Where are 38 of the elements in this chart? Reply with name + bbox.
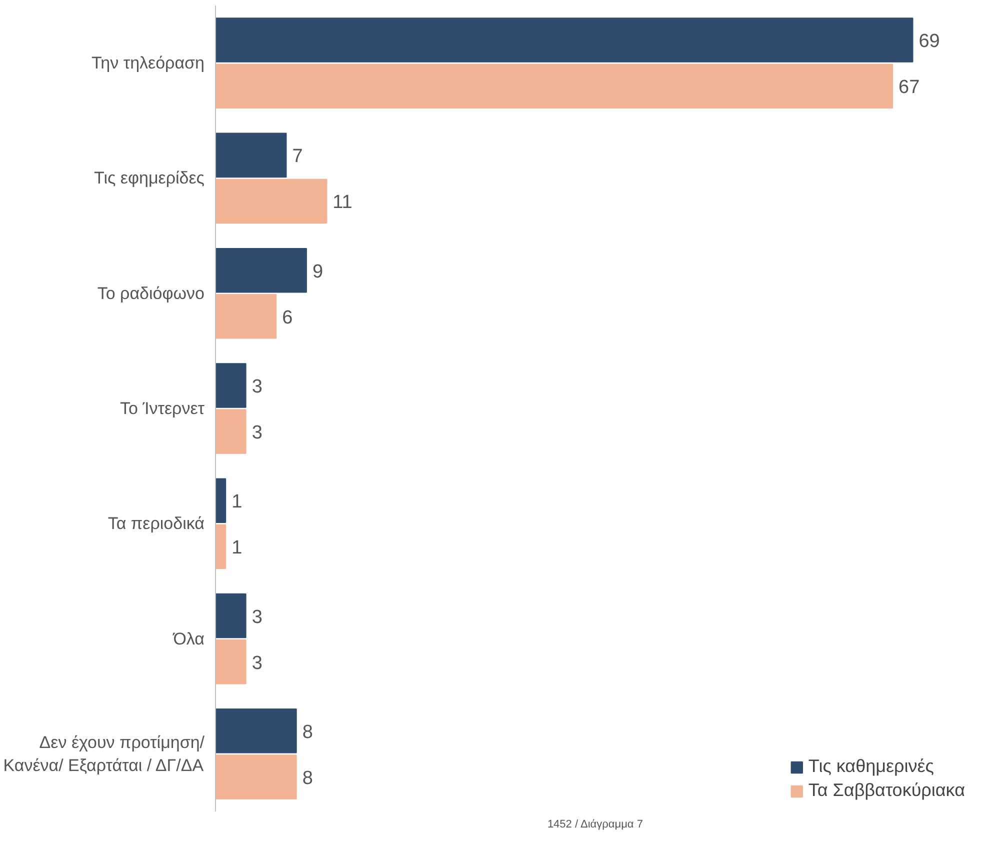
data-label: 3 [252,422,262,444]
data-label: 8 [302,722,313,743]
text: 1452 / Διάγραμμα 7 [547,818,643,830]
data-label: 6 [282,307,293,328]
data-label: 8 [302,768,313,789]
data-label: 11 [332,192,352,214]
y-tick-label: Τα περιοδικά [108,514,205,534]
bar [216,639,246,684]
data-label: 9 [312,261,324,282]
bar [216,708,297,754]
y-tick-label: Όλα [172,629,205,648]
data-label: 3 [252,606,262,628]
data-label: 1 [232,538,242,559]
data-label: 3 [252,652,262,674]
bar [216,294,277,339]
data-label: 69 [918,31,940,52]
bar [216,593,246,638]
legend-label: Τις καθημερινές [808,756,934,777]
bar [216,248,307,293]
bar [216,64,894,108]
y-tick-label: Τις εφημερίδες [94,168,205,188]
data-label: 7 [292,146,303,168]
data-label: 1 [232,492,242,513]
bar [216,754,297,800]
legend-label: Τα Σαββατοκύριακα [808,780,965,801]
data-label: 67 [898,77,920,98]
y-tick-label: Δεν έχουν προτίμηση/ Κανένα/ Εξαρτάται / ΔΓ/ΔΑ [3,733,205,775]
bar [216,478,226,523]
y-tick-label: Το Ίντερνετ [120,399,205,418]
y-tick-label: Την τηλεόραση [92,54,205,73]
bar [216,132,287,178]
bar [216,18,914,62]
bar [216,409,246,454]
bar [216,524,226,570]
bar [216,363,246,408]
y-tick-label: Το ραδιόφωνο [97,284,204,303]
bar [216,178,328,224]
data-label: 3 [252,376,262,398]
